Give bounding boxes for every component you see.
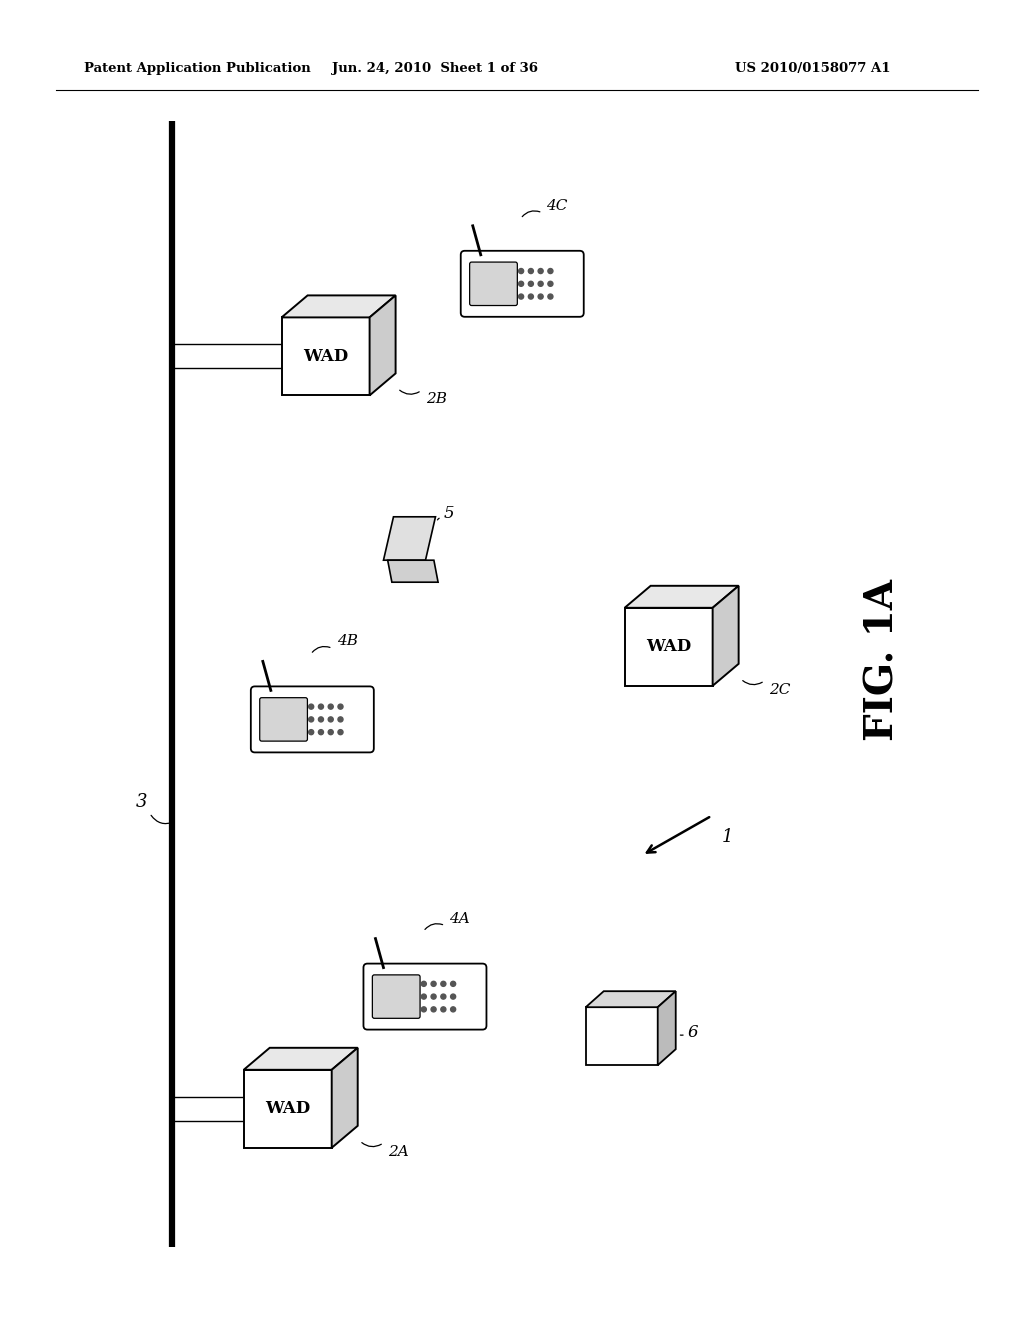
- Circle shape: [518, 281, 523, 286]
- Circle shape: [538, 294, 543, 300]
- Polygon shape: [244, 1048, 357, 1069]
- Circle shape: [440, 994, 445, 999]
- Polygon shape: [586, 1007, 657, 1065]
- Circle shape: [528, 294, 534, 300]
- Circle shape: [318, 717, 324, 722]
- Text: FIG. 1A: FIG. 1A: [863, 579, 902, 741]
- Polygon shape: [282, 317, 370, 396]
- Polygon shape: [657, 991, 676, 1065]
- Circle shape: [451, 1007, 456, 1012]
- FancyBboxPatch shape: [251, 686, 374, 752]
- Circle shape: [308, 717, 313, 722]
- Circle shape: [440, 981, 445, 986]
- Text: WAD: WAD: [265, 1101, 310, 1117]
- FancyBboxPatch shape: [461, 251, 584, 317]
- Polygon shape: [332, 1048, 357, 1148]
- FancyBboxPatch shape: [364, 964, 486, 1030]
- Text: 5: 5: [443, 506, 455, 523]
- Circle shape: [308, 704, 313, 709]
- Circle shape: [518, 268, 523, 273]
- Circle shape: [538, 281, 543, 286]
- Circle shape: [548, 268, 553, 273]
- Text: 4B: 4B: [337, 635, 357, 648]
- Circle shape: [421, 1007, 426, 1012]
- Circle shape: [338, 717, 343, 722]
- Circle shape: [528, 281, 534, 286]
- Circle shape: [328, 717, 333, 722]
- Circle shape: [328, 730, 333, 735]
- Circle shape: [431, 1007, 436, 1012]
- Circle shape: [451, 981, 456, 986]
- Circle shape: [528, 268, 534, 273]
- Circle shape: [308, 730, 313, 735]
- Circle shape: [421, 994, 426, 999]
- Text: Jun. 24, 2010  Sheet 1 of 36: Jun. 24, 2010 Sheet 1 of 36: [332, 62, 539, 75]
- Circle shape: [328, 704, 333, 709]
- Circle shape: [451, 994, 456, 999]
- Circle shape: [318, 704, 324, 709]
- Text: WAD: WAD: [303, 348, 348, 364]
- Circle shape: [338, 730, 343, 735]
- Circle shape: [548, 281, 553, 286]
- Circle shape: [431, 994, 436, 999]
- Text: 4A: 4A: [450, 912, 470, 925]
- Circle shape: [318, 730, 324, 735]
- Polygon shape: [625, 586, 738, 607]
- Polygon shape: [244, 1069, 332, 1148]
- Polygon shape: [383, 517, 435, 560]
- Text: WAD: WAD: [646, 639, 691, 655]
- Text: 2B: 2B: [426, 392, 446, 407]
- Text: 6: 6: [688, 1024, 698, 1040]
- Circle shape: [548, 294, 553, 300]
- Text: Patent Application Publication: Patent Application Publication: [84, 62, 310, 75]
- FancyBboxPatch shape: [373, 975, 420, 1018]
- FancyBboxPatch shape: [260, 698, 307, 741]
- Polygon shape: [625, 607, 713, 686]
- Text: 1: 1: [722, 828, 733, 846]
- Polygon shape: [282, 296, 395, 317]
- Circle shape: [431, 981, 436, 986]
- Circle shape: [440, 1007, 445, 1012]
- Text: 2A: 2A: [388, 1144, 409, 1159]
- Text: 4C: 4C: [547, 199, 568, 213]
- FancyBboxPatch shape: [470, 263, 517, 305]
- Circle shape: [338, 704, 343, 709]
- Polygon shape: [388, 560, 438, 582]
- Text: 3: 3: [136, 793, 147, 810]
- Text: US 2010/0158077 A1: US 2010/0158077 A1: [735, 62, 891, 75]
- Circle shape: [518, 294, 523, 300]
- Circle shape: [538, 268, 543, 273]
- Circle shape: [421, 981, 426, 986]
- Polygon shape: [713, 586, 738, 686]
- Polygon shape: [586, 991, 676, 1007]
- Polygon shape: [370, 296, 395, 396]
- Text: 2C: 2C: [769, 682, 790, 697]
